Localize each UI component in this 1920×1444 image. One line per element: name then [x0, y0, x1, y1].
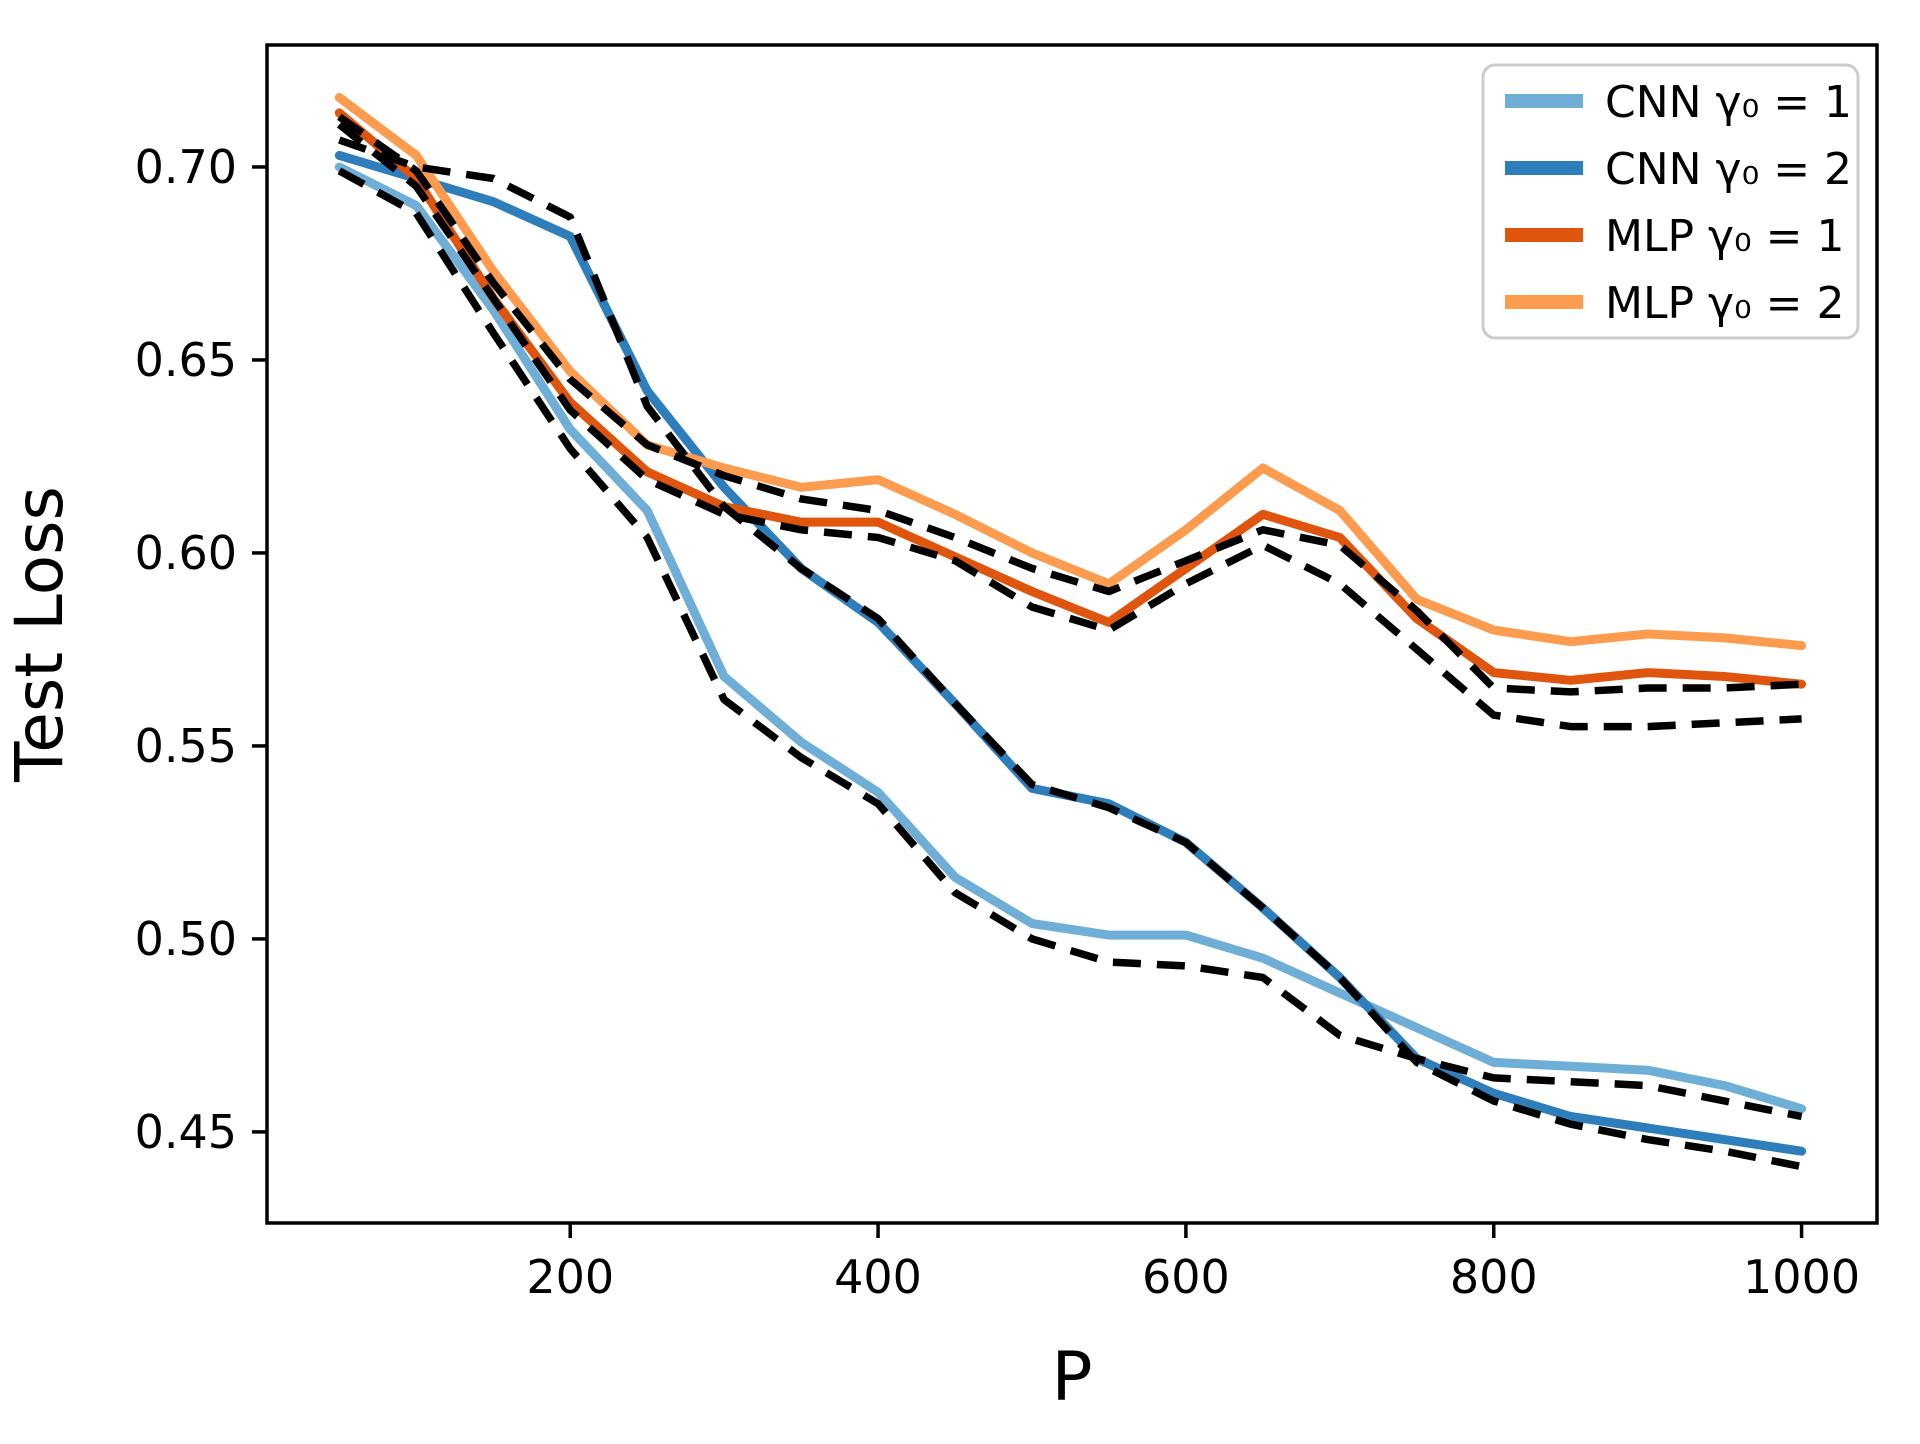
series-solid — [334, 162, 1807, 1114]
legend: CNN γ₀ = 1 CNN γ₀ = 2 MLP γ₀ = 1 MLP γ₀ = 2 — [1481, 63, 1860, 340]
axes-layer: 200 400 600 800 1000 0.45 0.50 0.55 0.60 0.65 0.70 — [135, 43, 1879, 1304]
legend-item: MLP γ₀ = 2 — [1505, 278, 1845, 329]
series-dashed — [336, 121, 1802, 731]
legend-box — [1481, 63, 1860, 340]
x-tick-label: 200 — [526, 1250, 614, 1304]
x-axis-label: P — [1051, 1338, 1092, 1417]
plot-border — [265, 43, 1879, 1225]
y-tick-label: 0.60 — [135, 526, 237, 580]
legend-item: MLP γ₀ = 1 — [1505, 211, 1845, 262]
legend-item: CNN γ₀ = 1 — [1505, 77, 1852, 128]
y-tick-label: 0.55 — [135, 719, 237, 773]
y-tick-label: 0.70 — [135, 140, 237, 194]
y-tick-label: 0.65 — [135, 333, 237, 387]
series-solid — [334, 93, 1807, 651]
legend-label: MLP γ₀ = 1 — [1605, 211, 1845, 262]
x-tick-label: 400 — [834, 1250, 922, 1304]
y-axis-label: Test Loss — [1, 486, 78, 783]
legend-label: CNN γ₀ = 1 — [1605, 77, 1852, 128]
legend-item: CNN γ₀ = 2 — [1505, 144, 1852, 195]
x-tick-label: 600 — [1142, 1250, 1230, 1304]
legend-label: MLP γ₀ = 2 — [1605, 278, 1845, 329]
x-tick-label: 1000 — [1743, 1250, 1860, 1304]
y-tick-label: 0.45 — [135, 1105, 237, 1159]
x-tick-label: 800 — [1450, 1250, 1538, 1304]
series-dashed — [338, 136, 1803, 1171]
series-dashed — [337, 113, 1802, 696]
series-layer — [334, 93, 1807, 1171]
series-solid — [334, 108, 1807, 689]
y-tick-label: 0.50 — [135, 912, 237, 966]
legend-label: CNN γ₀ = 2 — [1605, 144, 1852, 195]
